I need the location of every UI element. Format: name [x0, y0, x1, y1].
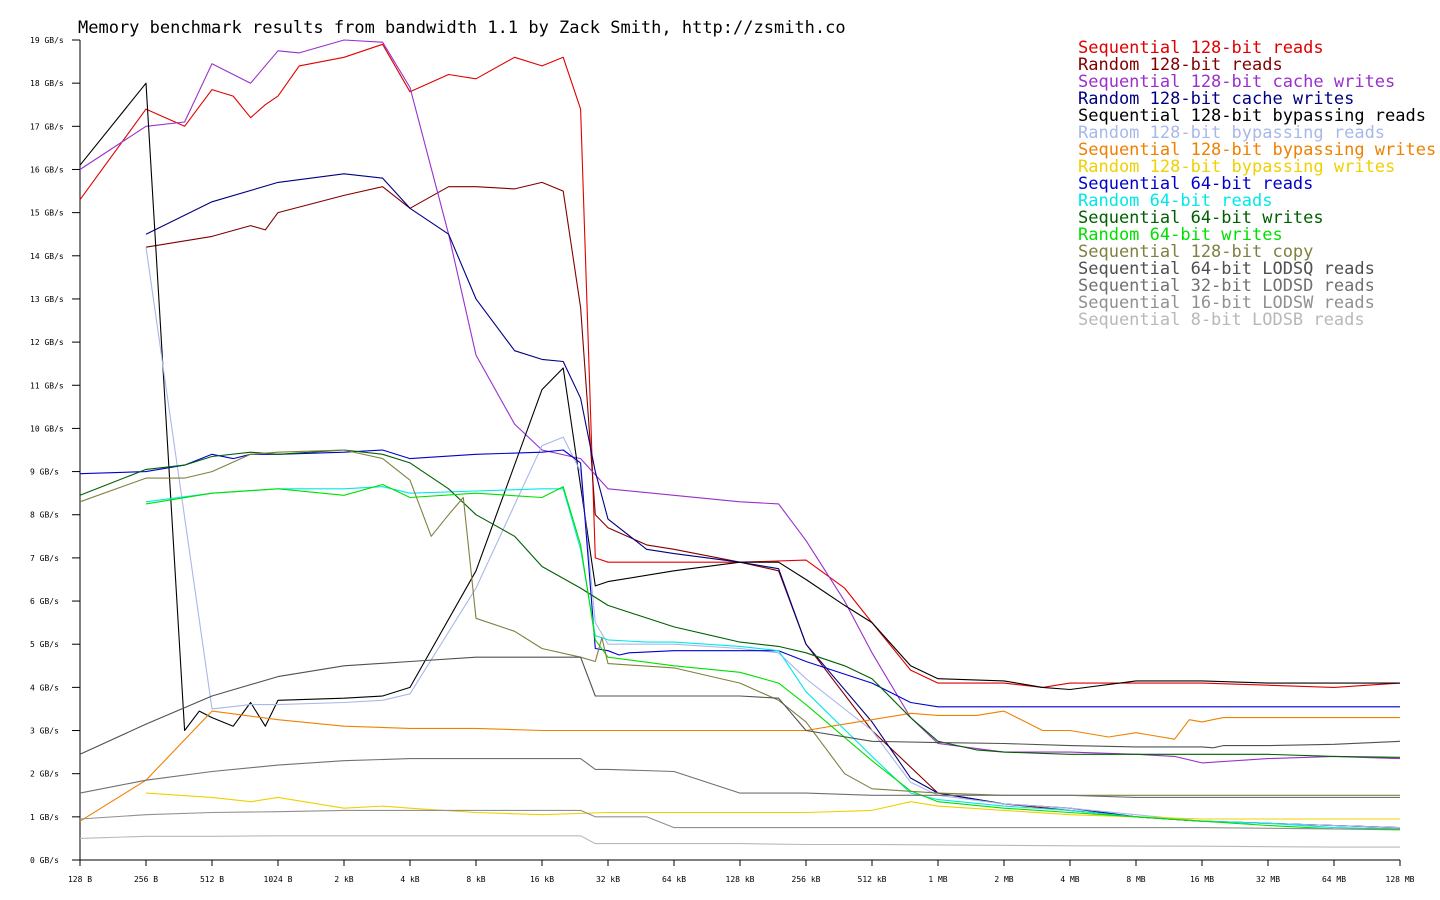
x-tick-label: 64 MB [1322, 875, 1346, 884]
y-tick-label: 11 GB/s [30, 381, 64, 390]
x-tick-label: 1024 B [264, 875, 293, 884]
legend-entry: Sequential 128-bit reads [1078, 38, 1324, 58]
x-tick-label: 512 kB [858, 875, 887, 884]
series-line-14 [79, 758, 1400, 798]
series-line-10 [79, 449, 1401, 758]
chart-title: Memory benchmark results from bandwidth … [78, 18, 846, 38]
series-line-5 [145, 247, 1401, 829]
series-line-11 [145, 483, 1401, 831]
y-tick-label: 3 GB/s [30, 727, 59, 736]
legend-entry: Sequential 128-bit bypassing writes [1078, 140, 1436, 160]
y-tick-label: 13 GB/s [30, 295, 64, 304]
x-tick-label: 256 B [134, 875, 158, 884]
legend-entry: Sequential 128-bit copy [1078, 242, 1313, 262]
x-tick-label: 128 kB [726, 875, 755, 884]
y-tick-label: 15 GB/s [30, 209, 64, 218]
x-tick-label: 32 kB [596, 875, 620, 884]
x-tick-label: 8 kB [466, 875, 485, 884]
x-tick-label: 512 B [200, 875, 224, 884]
legend-entry: Random 64-bit writes [1078, 225, 1283, 245]
legend-entry: Sequential 32-bit LODSD reads [1078, 276, 1375, 296]
series-lines [79, 39, 1401, 848]
y-tick-label: 6 GB/s [30, 597, 59, 606]
y-tick-label: 12 GB/s [30, 338, 64, 347]
y-tick-label: 4 GB/s [30, 683, 59, 692]
series-line-6 [79, 710, 1400, 822]
y-tick-label: 19 GB/s [30, 36, 64, 45]
y-tick-label: 17 GB/s [30, 122, 64, 131]
y-tick-label: 7 GB/s [30, 554, 59, 563]
y-tick-label: 8 GB/s [30, 511, 59, 520]
x-tick-label: 256 kB [792, 875, 821, 884]
x-tick-label: 16 MB [1190, 875, 1214, 884]
legend-entry: Random 64-bit reads [1078, 191, 1272, 211]
y-tick-label: 1 GB/s [30, 813, 59, 822]
y-tick-label: 10 GB/s [30, 424, 64, 433]
legend-entry: Sequential 8-bit LODSB reads [1078, 310, 1365, 330]
series-line-3 [145, 173, 1401, 829]
axes: 0 GB/s 1 GB/s 2 GB/s 3 GB/s 4 GB/s 5 GB/s 6 GB… [30, 36, 1415, 884]
x-tick-label: 64 kB [662, 875, 686, 884]
x-tick-label: 2 kB [334, 875, 353, 884]
x-tick-label: 32 MB [1256, 875, 1280, 884]
x-tick-label: 1 MB [928, 875, 947, 884]
x-tick-label: 128 B [68, 875, 92, 884]
x-tick-label: 16 kB [530, 875, 554, 884]
x-tick-label: 4 kB [400, 875, 419, 884]
legend-entry: Random 128-bit reads [1078, 55, 1283, 75]
series-line-7 [145, 792, 1400, 820]
legend-entry: Sequential 16-bit LODSW reads [1078, 293, 1375, 313]
x-tick-label: 4 MB [1060, 875, 1079, 884]
legend-entry: Random 128-bit bypassing writes [1078, 157, 1395, 177]
y-tick-label: 16 GB/s [30, 165, 64, 174]
x-tick-label: 8 MB [1126, 875, 1145, 884]
series-line-16 [79, 835, 1400, 848]
y-tick-label: 5 GB/s [30, 640, 59, 649]
series-line-4 [79, 82, 1400, 732]
legend-entry: Random 128-bit bypassing reads [1078, 123, 1385, 143]
series-line-0 [79, 43, 1401, 688]
y-tick-label: 0 GB/s [30, 856, 59, 865]
legend-entry: Sequential 128-bit cache writes [1078, 72, 1395, 92]
series-line-15 [79, 809, 1400, 830]
y-tick-label: 9 GB/s [30, 468, 59, 477]
series-line-13 [79, 656, 1401, 755]
x-tick-label: 128 MB [1386, 875, 1415, 884]
y-tick-label: 18 GB/s [30, 79, 64, 88]
y-tick-label: 2 GB/s [30, 770, 59, 779]
legend-entry: Random 128-bit cache writes [1078, 89, 1354, 109]
x-tick-label: 2 MB [994, 875, 1013, 884]
legend-entry: Sequential 64-bit writes [1078, 208, 1324, 228]
legend-entry: Sequential 64-bit LODSQ reads [1078, 259, 1375, 279]
legend-entry: Sequential 64-bit reads [1078, 174, 1313, 194]
legend-entry: Sequential 128-bit bypassing reads [1078, 106, 1426, 126]
y-tick-label: 14 GB/s [30, 252, 64, 261]
